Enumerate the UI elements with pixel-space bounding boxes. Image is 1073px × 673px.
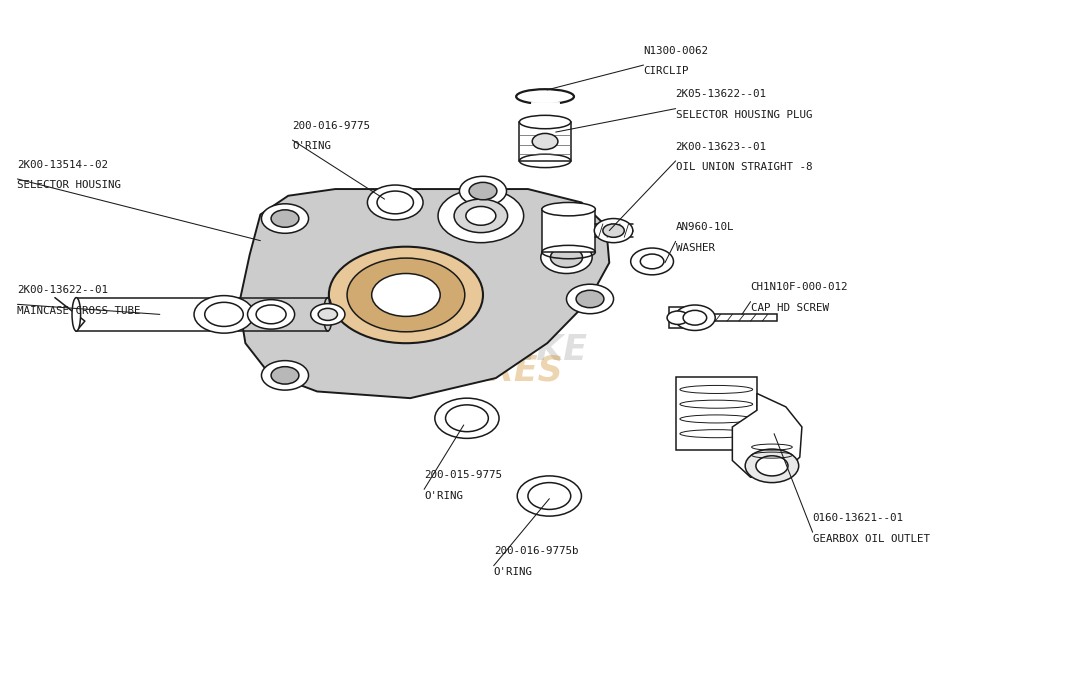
Circle shape xyxy=(469,182,497,200)
Text: CH1N10F-000-012: CH1N10F-000-012 xyxy=(750,282,848,292)
Circle shape xyxy=(256,305,286,324)
Circle shape xyxy=(438,189,524,243)
Text: 2K05-13622--01: 2K05-13622--01 xyxy=(676,90,766,99)
Circle shape xyxy=(262,204,309,234)
Text: OIL UNION STRAIGHT -8: OIL UNION STRAIGHT -8 xyxy=(676,162,812,172)
Text: AN960-10L: AN960-10L xyxy=(676,222,734,232)
Circle shape xyxy=(329,247,483,343)
Text: GEARBOX OIL OUTLET: GEARBOX OIL OUTLET xyxy=(812,534,929,544)
Text: O'RING: O'RING xyxy=(494,567,532,577)
Circle shape xyxy=(684,310,707,325)
Circle shape xyxy=(745,449,798,483)
Text: O'RING: O'RING xyxy=(293,141,332,151)
Circle shape xyxy=(205,302,244,326)
Bar xyxy=(519,122,571,161)
Circle shape xyxy=(367,185,423,220)
Circle shape xyxy=(675,305,716,330)
Circle shape xyxy=(271,367,299,384)
Text: 2K00-13623--01: 2K00-13623--01 xyxy=(676,141,766,151)
Text: 200-015-9775: 200-015-9775 xyxy=(424,470,502,480)
Circle shape xyxy=(528,483,571,509)
Bar xyxy=(670,307,687,328)
Text: N1300-0062: N1300-0062 xyxy=(644,46,708,56)
Circle shape xyxy=(347,258,465,332)
Circle shape xyxy=(667,311,689,324)
Text: CAP HD SCREW: CAP HD SCREW xyxy=(750,303,828,313)
Text: 2K00-13622--01: 2K00-13622--01 xyxy=(17,285,108,295)
Circle shape xyxy=(567,284,614,314)
Ellipse shape xyxy=(72,297,80,331)
Text: O'RING: O'RING xyxy=(424,491,464,501)
Bar xyxy=(687,314,777,321)
Circle shape xyxy=(631,248,674,275)
Circle shape xyxy=(550,248,583,267)
Ellipse shape xyxy=(519,115,571,129)
Circle shape xyxy=(755,456,788,476)
Ellipse shape xyxy=(542,203,596,216)
Circle shape xyxy=(466,207,496,225)
Text: 2K00-13514--02: 2K00-13514--02 xyxy=(17,160,108,170)
Circle shape xyxy=(262,361,309,390)
Text: SPARES: SPARES xyxy=(413,353,563,387)
Circle shape xyxy=(459,176,506,206)
Circle shape xyxy=(319,308,337,320)
Text: MAINCASE CROSS TUBE: MAINCASE CROSS TUBE xyxy=(17,306,141,316)
Circle shape xyxy=(641,254,664,269)
Circle shape xyxy=(248,299,295,329)
Text: CIRCLIP: CIRCLIP xyxy=(644,67,689,77)
Circle shape xyxy=(271,210,299,227)
Circle shape xyxy=(435,398,499,438)
Circle shape xyxy=(517,476,582,516)
Circle shape xyxy=(594,219,633,243)
Circle shape xyxy=(311,304,344,325)
Text: 200-016-9775: 200-016-9775 xyxy=(293,120,370,131)
Circle shape xyxy=(532,133,558,149)
Circle shape xyxy=(603,224,624,238)
Polygon shape xyxy=(239,189,609,398)
Circle shape xyxy=(371,273,440,316)
Polygon shape xyxy=(733,394,802,477)
Bar xyxy=(542,209,596,252)
Circle shape xyxy=(541,242,592,273)
Text: 200-016-9775b: 200-016-9775b xyxy=(494,546,578,557)
Bar xyxy=(676,377,756,450)
Circle shape xyxy=(377,191,413,214)
Text: FAST BIKE: FAST BIKE xyxy=(389,333,587,367)
Text: 0160-13621--01: 0160-13621--01 xyxy=(812,513,903,523)
Text: SELECTOR HOUSING PLUG: SELECTOR HOUSING PLUG xyxy=(676,110,812,120)
Circle shape xyxy=(445,405,488,431)
Circle shape xyxy=(576,290,604,308)
Text: SELECTOR HOUSING: SELECTOR HOUSING xyxy=(17,180,121,190)
Text: WASHER: WASHER xyxy=(676,243,715,252)
Circle shape xyxy=(454,199,508,233)
Circle shape xyxy=(194,295,254,333)
